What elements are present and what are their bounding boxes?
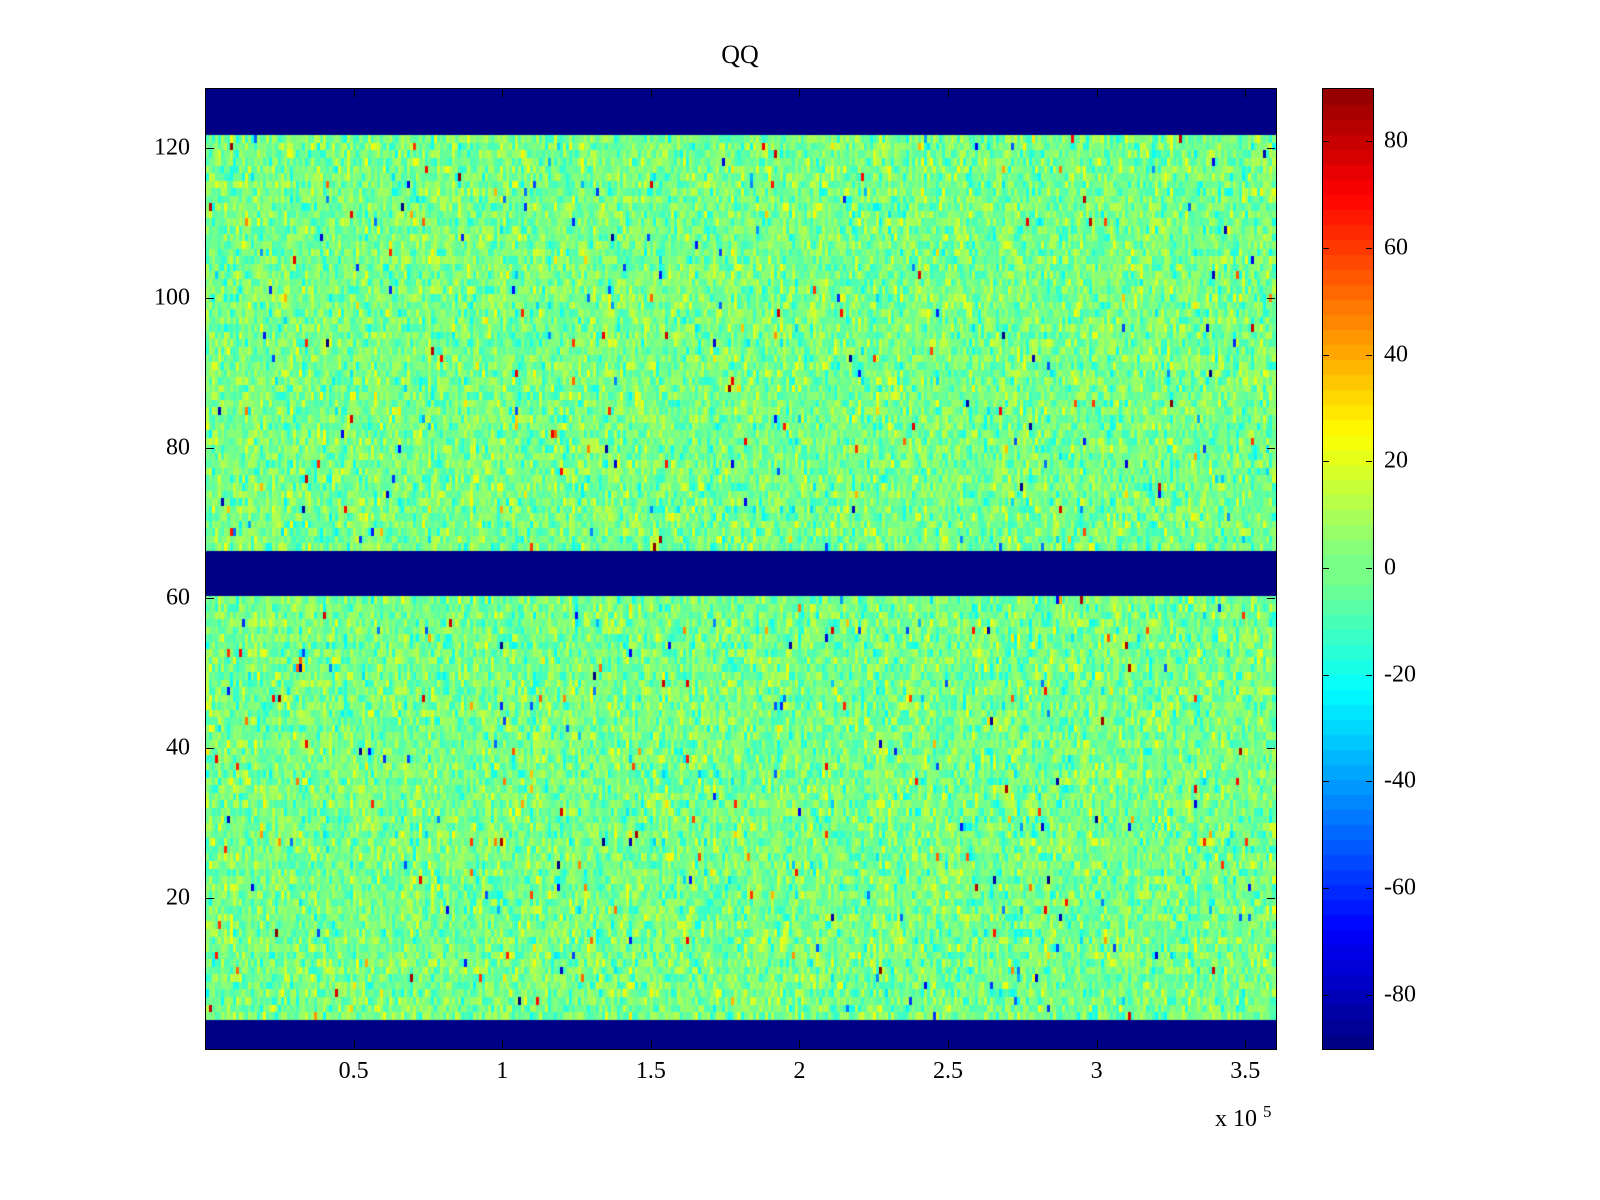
y-axis-tick-label: 100	[154, 284, 190, 311]
x-axis-tick-mark-top	[1096, 89, 1098, 97]
y-axis-tick-mark	[206, 448, 214, 449]
x-axis-tick-label: 0.5	[338, 1058, 369, 1084]
colorbar-tick-mark-left	[1323, 354, 1329, 356]
colorbar-canvas	[1323, 89, 1373, 1049]
x-axis-tick-mark-top	[799, 89, 801, 97]
y-axis-tick-label: 80	[166, 434, 190, 461]
plot-area	[205, 88, 1277, 1050]
chart-title: QQ	[721, 40, 759, 69]
colorbar-tick-mark-left	[1323, 461, 1329, 463]
colorbar-tick-label: -80	[1384, 981, 1416, 1008]
y-axis-tick-label: 20	[166, 884, 190, 911]
colorbar-tick-mark	[1366, 568, 1372, 569]
x-axis-tick-mark-top	[650, 89, 652, 97]
colorbar-tick-mark-left	[1323, 674, 1329, 676]
x-axis-tick-mark-top	[353, 89, 355, 97]
x-axis-multiplier-base: x 10	[1215, 1106, 1257, 1132]
colorbar-tick-mark	[1366, 461, 1372, 463]
y-axis-tick-mark-right	[1267, 898, 1275, 899]
colorbar-tick-label: -40	[1384, 767, 1416, 794]
x-axis-tick-mark-top	[1245, 89, 1247, 97]
y-axis-tick-mark	[206, 898, 214, 899]
colorbar-tick-label: 60	[1384, 234, 1408, 261]
colorbar-tick-mark-left	[1323, 888, 1329, 889]
colorbar-tick-mark-left	[1323, 568, 1329, 569]
colorbar-tick-mark-left	[1323, 248, 1329, 249]
x-axis-tick-mark	[1245, 1040, 1247, 1048]
y-axis-tick-mark	[206, 298, 214, 299]
x-axis-tick-label: 1	[496, 1058, 509, 1084]
x-axis-tick-mark	[502, 1040, 504, 1048]
colorbar-tick-mark	[1366, 674, 1372, 676]
colorbar-tick-mark-left	[1323, 781, 1329, 783]
colorbar-tick-label: -20	[1384, 661, 1416, 688]
x-axis-tick-mark-top	[948, 89, 950, 97]
y-axis-tick-label: 60	[166, 584, 190, 611]
y-axis-tick-mark	[206, 148, 214, 149]
y-axis-tick-mark-right	[1267, 448, 1275, 449]
colorbar-tick-mark	[1366, 248, 1372, 249]
x-axis-tick-mark	[799, 1040, 801, 1048]
y-axis-tick-mark-right	[1267, 298, 1275, 299]
colorbar-tick-label: 80	[1384, 127, 1408, 154]
colorbar-tick-mark	[1366, 141, 1372, 143]
x-axis-tick-label: 2	[793, 1058, 806, 1084]
colorbar-tick-mark-left	[1323, 994, 1329, 996]
x-axis-tick-label: 1.5	[635, 1058, 666, 1084]
y-axis-tick-mark-right	[1267, 748, 1275, 749]
x-axis-multiplier-exponent: 5	[1263, 1102, 1272, 1121]
colorbar-tick-mark	[1366, 781, 1372, 783]
colorbar-tick-label: 20	[1384, 447, 1408, 474]
x-axis-tick-mark	[353, 1040, 355, 1048]
colorbar-tick-label: 0	[1384, 554, 1396, 581]
colorbar-tick-label: -60	[1384, 874, 1416, 901]
colorbar-tick-label: 40	[1384, 341, 1408, 368]
x-axis-tick-mark	[948, 1040, 950, 1048]
y-axis-tick-mark-right	[1267, 148, 1275, 149]
y-axis-tick-mark	[206, 598, 214, 599]
y-axis-tick-mark-right	[1267, 598, 1275, 599]
x-axis-tick-mark-top	[502, 89, 504, 97]
y-axis-tick-label: 40	[166, 734, 190, 761]
x-axis-tick-mark	[650, 1040, 652, 1048]
colorbar-tick-mark-left	[1323, 141, 1329, 143]
colorbar-tick-mark	[1366, 994, 1372, 996]
colorbar-tick-mark	[1366, 354, 1372, 356]
y-axis-tick-label: 120	[154, 134, 190, 161]
x-axis-tick-mark	[1096, 1040, 1098, 1048]
colorbar-tick-mark	[1366, 888, 1372, 889]
x-axis-tick-label: 2.5	[933, 1058, 964, 1084]
colorbar	[1322, 88, 1374, 1050]
heatmap-canvas	[206, 89, 1276, 1049]
x-axis-tick-label: 3.5	[1230, 1058, 1261, 1084]
x-axis-multiplier: x 10 5	[1215, 1102, 1272, 1133]
x-axis-tick-label: 3	[1090, 1058, 1103, 1084]
y-axis-tick-mark	[206, 748, 214, 749]
